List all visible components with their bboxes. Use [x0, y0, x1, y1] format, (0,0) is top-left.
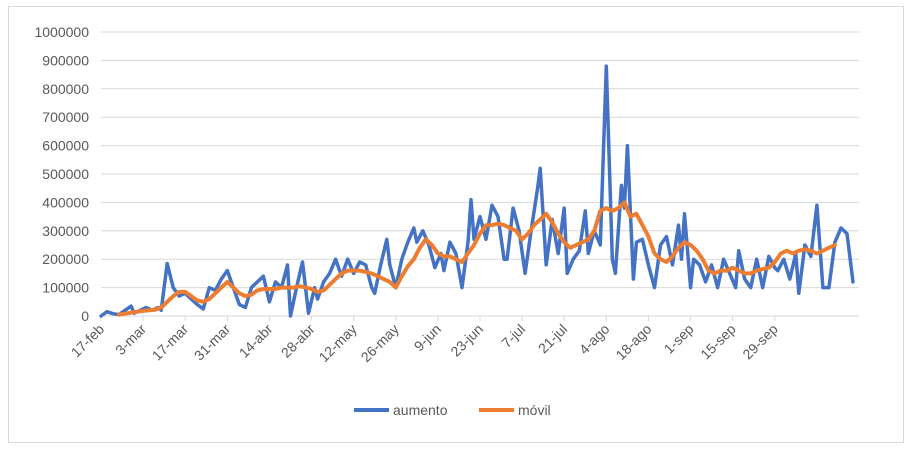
x-tick-label: 31-mar [191, 321, 234, 364]
x-tick-label: 29-sep [739, 321, 781, 363]
chart-frame: 0 100000 200000 300000 400000 500000 600000 700… [8, 6, 904, 443]
series-line-movil [117, 200, 837, 317]
x-axis-labels: 17-feb 3-mar 17-mar 31-mar 14-abr 28-abr12-ma… [68, 316, 781, 365]
y-tick-label: 700000 [42, 109, 89, 125]
y-tick-label: 500000 [42, 166, 89, 182]
gridlines [101, 31, 859, 317]
y-tick-label: 100000 [42, 280, 89, 296]
y-tick-label: 1000000 [34, 24, 89, 40]
x-tick-label: 28-abr [278, 321, 318, 361]
x-tick-label: 3-mar [112, 321, 149, 358]
x-tick-label: 4-ago [576, 321, 613, 358]
line-chart: 0 100000 200000 300000 400000 500000 600000 700… [34, 24, 859, 418]
y-tick-label: 600000 [42, 138, 89, 154]
y-tick-label: 200000 [42, 251, 89, 267]
y-axis-labels: 0 100000 200000 300000 400000 500000 600000 700… [34, 24, 89, 324]
x-tick-label: 14-abr [236, 321, 276, 361]
x-tick-label: 7-jul [498, 321, 528, 351]
x-tick-label: 9-jun [411, 321, 444, 354]
y-tick-label: 0 [81, 308, 89, 324]
x-tick-label: 21-jul [535, 321, 571, 357]
x-tick-label: 23-jun [447, 321, 486, 360]
series-line-aumento [99, 64, 855, 318]
y-tick-label: 800000 [42, 81, 89, 97]
y-tick-label: 400000 [42, 194, 89, 210]
legend-label-aumento: aumento [393, 402, 448, 418]
x-tick-label: 17-feb [68, 321, 108, 361]
x-tick-label: 15-sep [697, 321, 739, 363]
x-tick-label: 18-ago [612, 321, 654, 363]
y-tick-label: 900000 [42, 52, 89, 68]
legend-label-movil: móvil [518, 402, 551, 418]
y-tick-label: 300000 [42, 223, 89, 239]
x-tick-label: 1-sep [661, 321, 697, 357]
x-tick-label: 12-may [315, 321, 359, 365]
legend: aumento móvil [354, 402, 551, 418]
x-tick-label: 17-mar [149, 321, 192, 364]
series-group [99, 64, 855, 318]
x-tick-label: 26-may [358, 321, 402, 365]
